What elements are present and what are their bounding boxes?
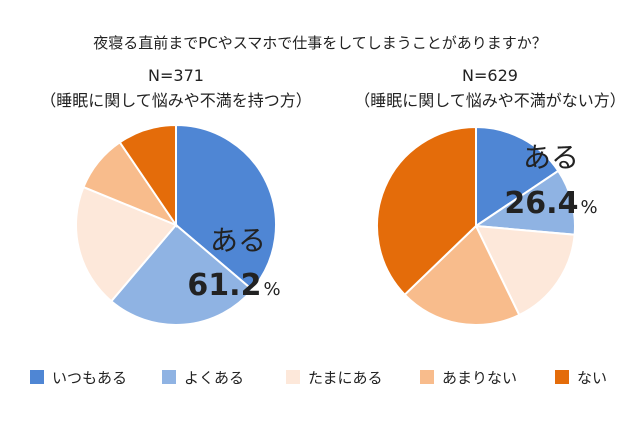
right-n-label: N=629 [462,66,518,85]
left-callout-label: ある [210,224,266,257]
pie-0-slice-0 [175,123,277,292]
pie-1-slice-4 [376,125,477,297]
legend-label-0: いつもある [52,369,127,387]
pie-1-slice-0 [475,125,560,228]
left-group-label: （睡眠に関して悩みや不満を持つ方） [40,91,312,110]
legend-swatch-4 [555,370,569,384]
right-callout-unit: % [580,197,597,218]
pie-0-slice-1 [109,223,254,326]
right-callout-label: ある [523,141,579,174]
right-pie [376,125,576,326]
left-n-label: N=371 [148,66,204,85]
legend-swatch-2 [286,370,300,384]
legend-swatch-0 [30,370,44,384]
right-callout-value: 26.4 [504,186,578,221]
legend: いつもある よくある たまにある あまりない ない [30,369,607,387]
left-callout-value: 61.2 [187,268,261,303]
legend-item-2: たまにある [286,369,383,387]
legend-swatch-1 [162,370,176,384]
left-callout-value-group: 61.2% [187,268,280,303]
left-callout-unit: % [263,279,280,300]
legend-label-2: たまにある [308,369,383,387]
legend-swatch-3 [420,370,434,384]
pie-1-slice-3 [403,224,521,326]
legend-item-4: ない [555,369,607,387]
legend-item-1: よくある [162,369,244,387]
legend-item-3: あまりない [420,369,517,387]
chart-title: 夜寝る直前までPCやスマホで仕事をしてしまうことがありますか？ [93,34,547,52]
legend-item-0: いつもある [30,369,127,387]
legend-label-4: ない [577,369,607,387]
pie-1-slice-1 [473,169,576,236]
legend-label-1: よくある [184,369,244,387]
right-group-label: （睡眠に関して悩みや不満がない方） [354,91,626,110]
pie-0-slice-4 [118,123,177,229]
right-callout-value-group: 26.4% [504,186,597,221]
left-pie [74,123,277,326]
pie-1-slice-2 [474,224,576,317]
legend-label-3: あまりない [442,369,517,387]
